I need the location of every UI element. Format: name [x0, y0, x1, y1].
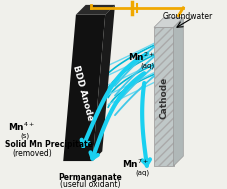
Polygon shape [173, 18, 183, 166]
Polygon shape [93, 5, 115, 161]
Text: (useful oxidant): (useful oxidant) [60, 180, 121, 189]
Polygon shape [154, 27, 173, 166]
Text: BDD Anode: BDD Anode [71, 64, 94, 122]
Text: (aq): (aq) [140, 62, 154, 69]
Polygon shape [76, 5, 115, 15]
Text: Groundwater: Groundwater [162, 12, 212, 21]
Text: Cathode: Cathode [159, 77, 168, 119]
Polygon shape [63, 15, 105, 161]
Text: Mn$^{4+}$: Mn$^{4+}$ [7, 121, 35, 133]
Text: (removed): (removed) [12, 149, 52, 158]
Text: Mn$^{7+}$: Mn$^{7+}$ [122, 158, 149, 170]
Text: (s): (s) [20, 132, 30, 139]
Text: Permanganate: Permanganate [59, 173, 122, 182]
Text: Mn$^{2+}$: Mn$^{2+}$ [128, 50, 155, 63]
Polygon shape [154, 18, 183, 27]
Text: Solid Mn Precipitate: Solid Mn Precipitate [5, 140, 93, 149]
Text: (aq): (aq) [136, 170, 150, 176]
